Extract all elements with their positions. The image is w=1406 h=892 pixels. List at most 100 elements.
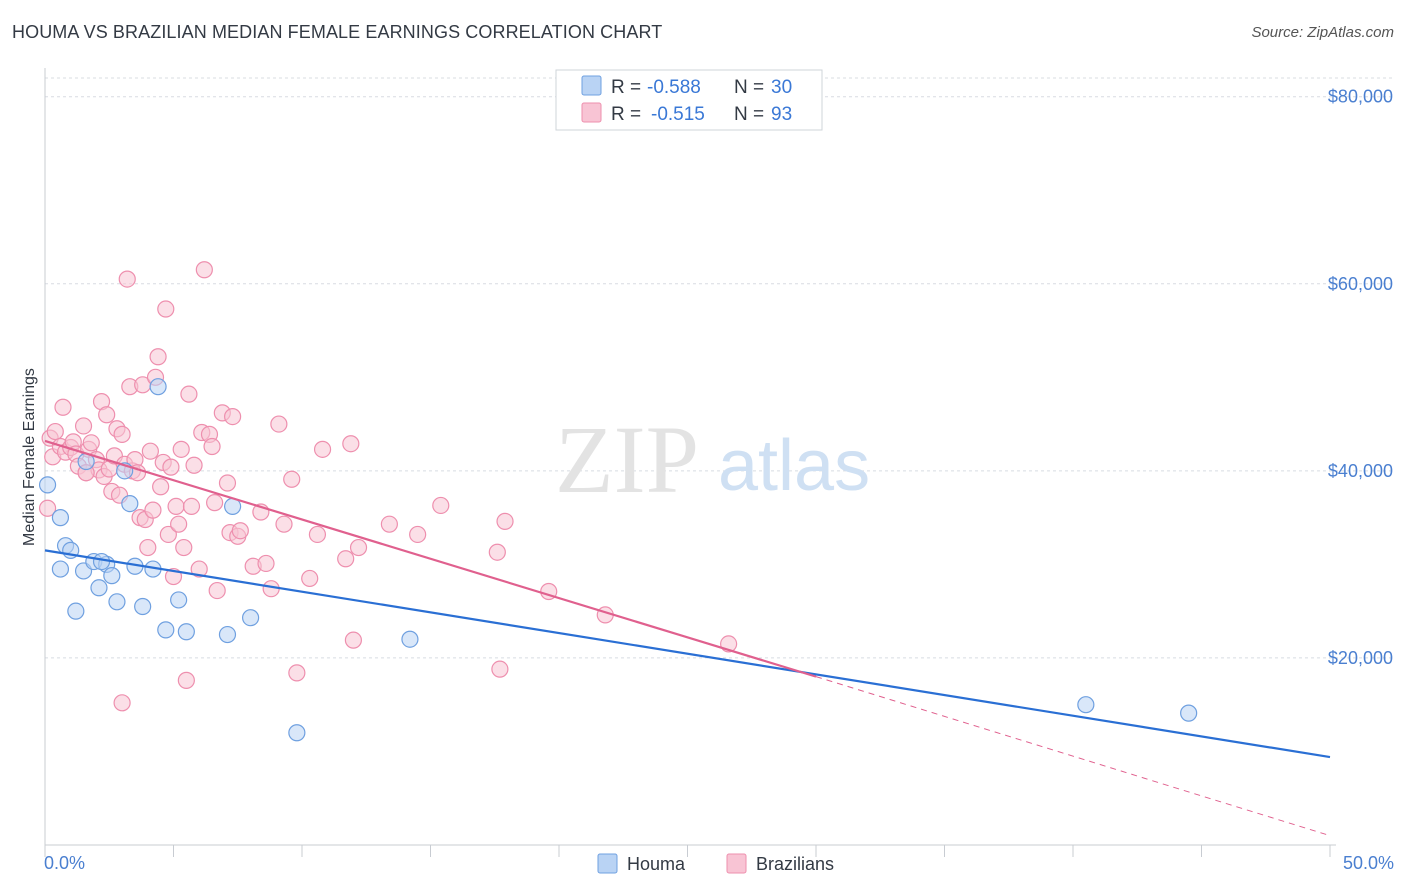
houma-r-value: -0.588 [647, 77, 701, 98]
houma-trend-line [44, 549, 1331, 759]
houma-series-swatch [597, 853, 618, 874]
houma-point [170, 591, 188, 609]
y-tick-label: $20,000 [1328, 648, 1393, 668]
brazilians-point [301, 569, 319, 588]
houma-point [51, 560, 70, 578]
houma-point [218, 625, 237, 644]
brazilians-point [344, 631, 362, 649]
brazilians-point [231, 522, 249, 540]
watermark: ZIP atlas [555, 406, 870, 513]
brazilians-point [180, 385, 198, 403]
houma-point [67, 602, 85, 620]
brazilians-point [159, 525, 177, 544]
y-tick-label: $40,000 [1328, 461, 1393, 481]
brazilians-point [152, 478, 170, 496]
y-tick-label: $60,000 [1328, 274, 1393, 294]
brazilians-point [313, 440, 332, 458]
stats-legend: R = -0.588 N = 30 R = -0.515 N = 93 [555, 69, 823, 131]
brazilians-point [257, 554, 275, 573]
brazilians-point [270, 415, 288, 433]
brazilians-point [167, 497, 185, 515]
brazilians-point [144, 501, 162, 519]
chart-title: HOUMA VS BRAZILIAN MEDIAN FEMALE EARNING… [12, 22, 663, 42]
brazilians-legend-swatch [581, 102, 602, 123]
houma-point [92, 552, 111, 571]
houma-series-label: Houma [627, 854, 686, 874]
brazilians-point [177, 671, 195, 689]
brazilians-point [74, 417, 93, 435]
brazilians-point [288, 664, 306, 682]
trend-lines [44, 439, 1331, 837]
brazilians-point [308, 525, 327, 544]
brazilians-point [141, 442, 159, 460]
brazilians-point [172, 440, 190, 458]
brazilians-r-label: R = [611, 104, 641, 125]
houma-point [134, 597, 152, 616]
houma-n-value: 30 [771, 77, 792, 98]
brazilians-point [491, 660, 509, 678]
brazilians-point [432, 496, 450, 515]
brazilians-point [46, 422, 64, 441]
brazilians-point [337, 550, 355, 568]
brazilians-point [342, 435, 360, 453]
x-tick-label-min: 0.0% [44, 853, 85, 873]
houma-point [177, 623, 195, 641]
brazilians-point [195, 261, 213, 279]
brazilians-point [113, 694, 131, 712]
watermark-atlas: atlas [718, 426, 870, 506]
brazilians-trend-extension [815, 676, 1331, 837]
brazilians-point [283, 470, 301, 488]
houma-point [149, 378, 167, 396]
y-tick-labels: $20,000 $40,000 $60,000 $80,000 [1328, 87, 1393, 668]
brazilians-point [206, 494, 224, 512]
brazilians-point [38, 499, 57, 517]
brazilians-point [182, 497, 201, 515]
brazilians-point [275, 515, 293, 533]
brazilians-point [113, 425, 131, 443]
brazilians-point [349, 538, 368, 557]
x-axis-ticks [44, 845, 1331, 857]
houma-point [90, 579, 108, 597]
brazilians-point [118, 270, 136, 288]
brazilians-point [175, 538, 193, 557]
watermark-zip: ZIP [555, 406, 699, 513]
brazilians-point [488, 543, 506, 561]
brazilians-n-label: N = [734, 104, 764, 125]
brazilians-point [82, 434, 100, 452]
brazilians-point [185, 456, 203, 474]
brazilians-point [170, 515, 188, 533]
brazilians-point [98, 406, 116, 424]
brazilians-point [190, 560, 208, 578]
brazilians-point [162, 458, 180, 476]
brazilians-point [208, 581, 226, 600]
series-legend: Houma Brazilians [597, 853, 834, 874]
brazilians-point [218, 474, 237, 492]
houma-legend-swatch [581, 75, 602, 96]
houma-point [108, 593, 126, 611]
x-tick-label-max: 50.0% [1343, 853, 1394, 873]
brazilians-r-value: -0.515 [651, 104, 705, 125]
houma-point [401, 630, 419, 648]
houma-point [157, 621, 175, 639]
brazilians-series-swatch [726, 853, 747, 874]
houma-point [121, 494, 139, 513]
brazilians-point [496, 512, 514, 530]
brazilians-series-label: Brazilians [756, 854, 834, 874]
brazilians-point [203, 437, 221, 456]
brazilians-n-value: 93 [771, 104, 792, 125]
y-tick-label: $80,000 [1328, 87, 1393, 107]
houma-point [1077, 696, 1095, 714]
houma-point [51, 509, 70, 527]
houma-r-label: R = [611, 77, 641, 98]
source-label: Source: ZipAtlas.com [1251, 24, 1394, 41]
houma-point [242, 609, 260, 627]
houma-series [38, 378, 1198, 742]
houma-point [38, 476, 57, 494]
brazilians-point [409, 525, 427, 544]
brazilians-point [224, 408, 242, 426]
houma-n-label: N = [734, 77, 764, 98]
brazilians-point [380, 515, 398, 533]
brazilians-point [139, 538, 157, 557]
houma-point [288, 724, 306, 742]
